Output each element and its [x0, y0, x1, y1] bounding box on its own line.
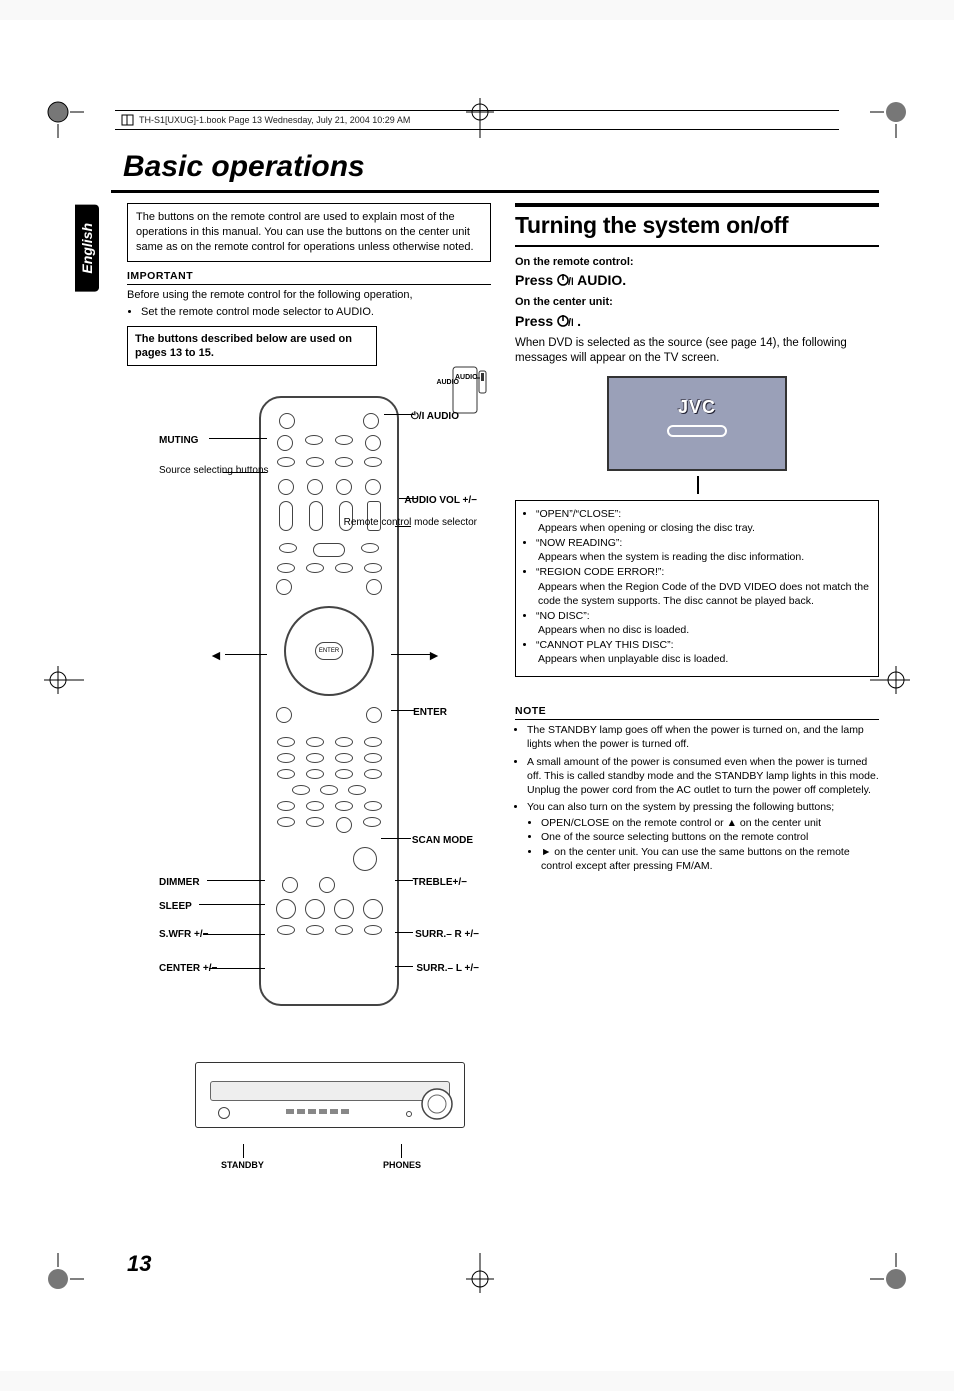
remote-body: ENTER	[259, 396, 399, 1006]
lbl-scan: SCAN MODE	[412, 834, 473, 847]
subnote-item: ► on the center unit. You can use the sa…	[541, 845, 879, 873]
msg-item: “OPEN”/“CLOSE”:Appears when opening or c…	[536, 507, 870, 535]
lbl-treble: TREBLE+/−	[413, 876, 467, 889]
right-column: Turning the system on/off On the remote …	[515, 203, 879, 1182]
power-icon: /I	[557, 273, 573, 287]
tv-figure: JVC	[582, 376, 812, 496]
messages-box: “OPEN”/“CLOSE”:Appears when opening or c…	[515, 500, 879, 677]
unit-subhead: On the center unit:	[515, 295, 879, 309]
center-unit-figure: ⏻/I SOURCE VOLUME	[187, 1062, 487, 1182]
lbl-swfr: S.WFR +/−	[159, 928, 208, 941]
messages-list: “OPEN”/“CLOSE”:Appears when opening or c…	[524, 507, 870, 667]
subnote-item: OPEN/CLOSE on the remote control or ▲ on…	[541, 816, 879, 830]
lbl-surr-r: SURR.– R +/−	[415, 928, 479, 941]
page-number: 13	[127, 1251, 151, 1277]
page: TH-S1[UXUG]-1.book Page 13 Wednesday, Ju…	[0, 20, 954, 1371]
lbl-dimmer: DIMMER	[159, 876, 200, 889]
msg-item: “CANNOT PLAY THIS DISC”:Appears when unp…	[536, 638, 870, 666]
press-post-2: .	[577, 312, 581, 330]
note-body: The STANDBY lamp goes off when the power…	[515, 723, 879, 873]
note-item: A small amount of the power is consumed …	[527, 755, 879, 798]
unit-lbl-standby: STANDBY	[221, 1160, 264, 1172]
lbl-mode-sel: Remote control mode selector	[344, 516, 477, 529]
language-tab: English	[75, 205, 99, 292]
lbl-right: ►	[427, 646, 441, 664]
boxed-note: The buttons described below are used on …	[127, 326, 377, 367]
lbl-muting: MUTING	[159, 434, 198, 447]
print-header: TH-S1[UXUG]-1.book Page 13 Wednesday, Ju…	[115, 110, 839, 130]
svg-text:/I: /I	[568, 276, 573, 287]
book-icon	[121, 113, 135, 127]
svg-text:/I: /I	[568, 317, 573, 328]
section-heading: Turning the system on/off	[515, 203, 879, 247]
msg-item: “NOW READING”:Appears when the system is…	[536, 536, 870, 564]
left-column: The buttons on the remote control are us…	[115, 203, 491, 1182]
volume-knob-icon	[420, 1087, 454, 1121]
dpad: ENTER	[284, 606, 374, 696]
page-title: Basic operations	[111, 140, 879, 193]
tv-logo: JVC	[678, 396, 716, 419]
remote-subhead: On the remote control:	[515, 255, 879, 269]
lbl-source: Source selecting buttons	[159, 464, 269, 477]
header-text: TH-S1[UXUG]-1.book Page 13 Wednesday, Ju…	[139, 115, 410, 125]
press-unit: Press /I .	[515, 312, 879, 330]
unit-lbl-phones: PHONES	[383, 1160, 421, 1172]
important-heading: IMPORTANT	[127, 270, 491, 286]
lbl-surr-l: SURR.– L +/−	[416, 962, 479, 975]
important-body: Before using the remote control for the …	[127, 288, 491, 320]
important-bullet: Set the remote control mode selector to …	[141, 305, 491, 320]
msg-item: “NO DISC”:Appears when no disc is loaded…	[536, 609, 870, 637]
lbl-vol: AUDIO VOL +/−	[404, 494, 477, 507]
remote-figure: ENTER	[159, 386, 459, 1046]
important-lead: Before using the remote control for the …	[127, 289, 413, 301]
crop-mark-icon	[870, 98, 910, 138]
crop-mark-icon	[44, 660, 84, 700]
crop-mark-icon	[44, 1253, 84, 1293]
note-heading: NOTE	[515, 705, 879, 721]
note-item: You can also turn on the system by press…	[527, 800, 879, 873]
lbl-left: ◄	[209, 646, 223, 664]
press-pre: Press	[515, 271, 553, 289]
crop-mark-icon	[44, 98, 84, 138]
power-icon: /I	[557, 314, 573, 328]
lbl-audio-power: ⏻/I AUDIO	[411, 410, 459, 423]
enter-center: ENTER	[315, 642, 343, 660]
lbl-sleep: SLEEP	[159, 900, 192, 913]
lbl-enter: ENTER	[413, 706, 447, 719]
tv-bar-icon	[667, 425, 727, 437]
msg-item: “REGION CODE ERROR!”:Appears when the Re…	[536, 565, 870, 608]
dvd-line: When DVD is selected as the source (see …	[515, 336, 879, 366]
subnote-item: One of the source selecting buttons on t…	[541, 830, 879, 844]
content-area: English Basic operations The buttons on …	[115, 140, 879, 1271]
press-pre-2: Press	[515, 312, 553, 330]
press-remote: Press /I AUDIO.	[515, 271, 879, 289]
note-item: The STANDBY lamp goes off when the power…	[527, 723, 879, 751]
press-post: AUDIO.	[577, 271, 626, 289]
intro-box: The buttons on the remote control are us…	[127, 203, 491, 262]
